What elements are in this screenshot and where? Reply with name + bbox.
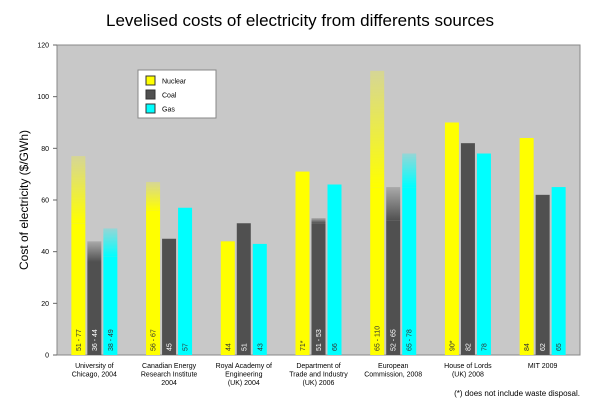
y-axis-label: Cost of electricity ($/GWh): [17, 130, 31, 270]
x-tick-label: Royal Academy of Engineering (UK) 2004: [216, 363, 272, 387]
value-label: 90*: [449, 340, 456, 351]
value-label: 84: [524, 343, 531, 351]
bar: [162, 238, 177, 355]
bar-range: [386, 187, 401, 221]
bar-low: [402, 187, 417, 355]
bar: [178, 207, 193, 355]
value-label: 65: [556, 343, 563, 351]
y-tick-label: 40: [41, 249, 49, 256]
bar-range: [311, 218, 326, 224]
bar: [460, 143, 475, 355]
bar-low: [311, 223, 326, 355]
x-tick-label: Canadian Energy Research Institute 2004: [141, 363, 198, 387]
footnote: (*) does not include waste disposal.: [454, 389, 580, 398]
value-label: 62: [540, 343, 547, 351]
bar-range: [103, 228, 118, 257]
x-tick-label: University of Chicago, 2004: [72, 363, 117, 378]
bar-low: [370, 187, 385, 355]
bar-low: [71, 223, 86, 355]
y-tick-label: 120: [37, 43, 49, 50]
value-label: 38 - 49: [108, 329, 115, 351]
value-label: 71*: [300, 340, 307, 351]
legend-swatch: [145, 103, 156, 114]
value-label: 44: [225, 343, 232, 351]
y-tick-label: 100: [37, 94, 49, 101]
value-label: 65 - 78: [407, 329, 414, 351]
value-label: 51 - 77: [76, 329, 83, 351]
y-tick-label: 60: [41, 198, 49, 205]
value-label: 65 - 110: [375, 326, 382, 351]
bar: [295, 171, 310, 355]
x-tick-label: House of Lords (UK) 2008: [444, 363, 492, 378]
value-label: 51 - 53: [316, 329, 323, 351]
value-label: 78: [481, 343, 488, 351]
value-label: 57: [183, 343, 190, 351]
x-tick-label: MIT 2009: [528, 363, 558, 370]
bar: [236, 223, 251, 355]
value-label: 52 - 65: [391, 329, 398, 351]
bar: [476, 153, 491, 355]
value-label: 36 - 44: [92, 329, 99, 351]
bar-range: [402, 153, 417, 188]
x-tick-label: European Commission, 2008: [364, 363, 422, 378]
y-tick-label: 80: [41, 146, 49, 153]
value-label: 66: [332, 343, 339, 351]
value-label: 56 - 67: [151, 329, 158, 351]
value-label: 45: [167, 343, 174, 351]
value-label: 82: [465, 343, 472, 351]
value-label: 51: [241, 343, 248, 351]
legend-label: Coal: [162, 93, 177, 100]
bar-low: [386, 220, 401, 355]
legend-label: Nuclear: [162, 79, 187, 86]
x-tick-label: Department of Trade and Industry (UK) 2006: [289, 363, 348, 387]
bar-low: [146, 210, 161, 355]
chart-title: Levelised costs of electricity from diff…: [106, 11, 494, 30]
bar: [519, 138, 534, 355]
bar: [220, 241, 235, 355]
bar: [535, 194, 550, 355]
y-tick-label: 20: [41, 301, 49, 308]
y-tick-label: 0: [45, 353, 49, 360]
bar-range: [146, 181, 161, 211]
bar-range: [370, 70, 385, 188]
bar: [444, 122, 459, 355]
legend-label: Gas: [162, 107, 175, 114]
bar: [252, 243, 267, 355]
bar-low: [87, 262, 102, 355]
legend-swatch: [145, 89, 156, 100]
bar-range: [87, 241, 102, 262]
bar: [327, 184, 342, 355]
value-label: 43: [257, 343, 264, 351]
legend-swatch: [145, 75, 156, 86]
bar: [551, 187, 566, 355]
bar-low: [103, 256, 118, 355]
bar-range: [71, 156, 86, 224]
